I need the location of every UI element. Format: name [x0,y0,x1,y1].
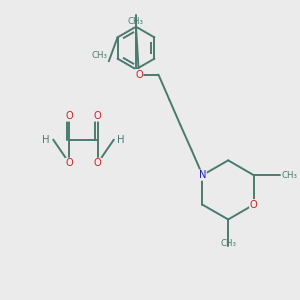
Text: CH₃: CH₃ [128,17,144,26]
Text: O: O [250,200,257,210]
Text: O: O [135,70,143,80]
Text: H: H [42,135,50,145]
Text: CH₃: CH₃ [91,51,107,60]
Text: H: H [117,135,125,145]
Text: O: O [94,158,101,168]
Text: CH₃: CH₃ [282,171,298,180]
Text: O: O [94,111,101,121]
Text: O: O [66,111,73,121]
Text: O: O [66,158,73,168]
Text: N: N [199,170,206,180]
Text: CH₃: CH₃ [220,238,236,247]
